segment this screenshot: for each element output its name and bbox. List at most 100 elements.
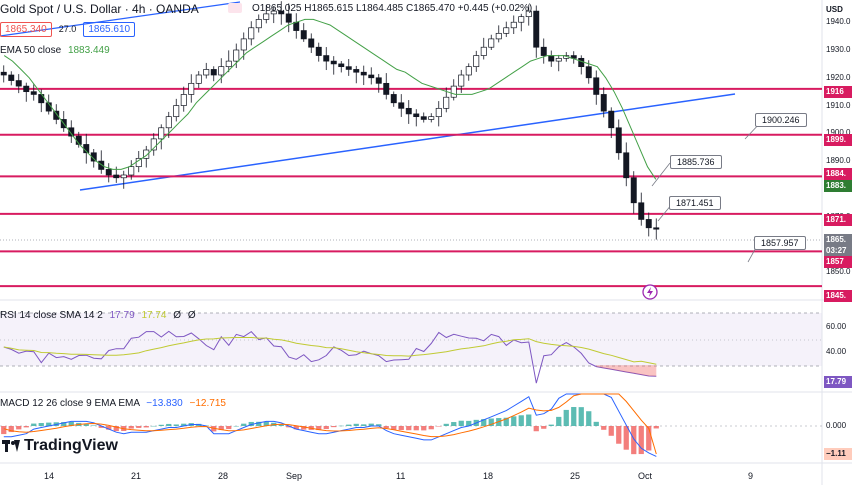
candle-body [225,60,232,68]
annotation-1885[interactable]: 1885.736 [670,155,722,169]
rsi-oversold-fill [596,365,657,377]
buy-button[interactable]: 1865.610 [83,22,136,37]
macd-histogram-bar [398,426,404,431]
candle-body [645,219,652,229]
macd-histogram-bar [361,424,367,426]
macd-histogram-bar [631,426,637,455]
candle-body [480,46,487,56]
macd-histogram-bar [541,426,547,429]
trendline-lower[interactable] [79,93,736,191]
macd-histogram-bar [46,422,52,426]
candle-body [203,69,210,76]
macd-histogram-bar [653,426,659,429]
price-tag: 1865. [824,234,852,246]
candle-body [105,169,112,176]
annotation-1857[interactable]: 1857.957 [754,236,806,250]
candle-body [345,66,352,70]
rsi-legend[interactable]: RSI 14 close SMA 14 2 17.79 17.74 Ø Ø [0,310,196,321]
ema-legend[interactable]: EMA 50 close 1883.449 [0,45,110,56]
price-axis-label: 1900.0 [826,128,851,138]
macd-histogram-bar [173,424,179,426]
price-axis-label: 1930.0 [826,45,851,54]
tradingview-logo-text: TradingView [24,437,118,454]
macd-histogram-bar [518,415,524,426]
candle-body [585,66,592,79]
macd-legend[interactable]: MACD 12 26 close 9 EMA EMA −13.830 −12.7… [0,398,226,409]
annotation-1900[interactable]: 1900.246 [755,113,807,127]
macd-histogram-bar [233,425,239,427]
candle-body [255,19,262,29]
tradingview-logo[interactable]: TradingView [2,437,118,455]
macd-histogram-bar [143,426,149,428]
symbol-legend[interactable]: Gold Spot / U.S. Dollar · 4h · OANDA [0,2,199,16]
rsi-band-fill [0,313,822,366]
macd-histogram-bar [586,411,592,426]
macd-histogram-bar [556,416,562,426]
price-tag: 1916 [824,86,852,98]
price-tag: 1871. [824,214,852,226]
time-label-25: 25 [570,471,581,481]
rsi-axis-40: 40.00 [826,347,847,356]
price-tag: 1845. [824,290,852,302]
ema-50-line [3,18,657,180]
symbol-title: Gold Spot / U.S. Dollar · 4h · OANDA [0,2,199,16]
macd-histogram-bar [263,421,269,426]
macd-histogram-bar [136,426,142,428]
candle-body [473,55,480,68]
sell-button[interactable]: 1865.340 [0,22,52,37]
candle-body [630,177,637,204]
trendline-upper[interactable] [0,1,241,37]
candle-body [195,74,202,84]
candle-body [368,74,375,79]
rsi-axis-60: 60.00 [826,322,847,331]
macd-histogram-bar [1,426,7,435]
tradingview-logo-icon [2,440,20,452]
macd-histogram-bar [623,426,629,450]
macd-histogram-bar [646,426,652,451]
macd-axis-zero: 0.000 [826,421,847,430]
time-label-9: 9 [748,471,754,481]
candle-body [188,82,195,95]
annotation-1871[interactable]: 1871.451 [669,196,721,210]
candle-body [0,71,7,76]
macd-histogram-bar [601,426,607,430]
price-tag: 1857 [824,256,852,268]
price-axis-label: 1910.0 [826,100,851,110]
candle-body [623,152,630,179]
time-label-11: 11 [396,471,406,481]
rsi-extra-2: Ø [187,310,196,321]
legend-toggle-icon[interactable] [228,3,242,13]
spread-value: 27.0 [58,24,77,34]
candle-body [210,69,217,76]
macd-histogram-bar [466,420,472,426]
candle-body [143,149,150,159]
macd-histogram-bar [293,426,299,430]
time-label-18: 18 [483,471,494,481]
macd-histogram-bar [376,424,382,426]
macd-histogram-bar [113,426,119,432]
candle-body [218,66,225,76]
macd-histogram-bar [353,423,359,426]
candle-body [30,91,37,95]
macd-histogram-bar [16,426,22,430]
candle-body [525,10,532,18]
macd-histogram-bar [338,425,344,427]
candle-body [293,21,300,31]
macd-histogram-bar [323,426,329,430]
price-axis-label: 1890.0 [826,156,851,166]
candle-body [495,32,502,40]
time-label-sep: Sep [286,471,303,481]
candle-body [330,60,337,65]
candle-body [428,116,435,120]
candle-body [375,77,382,84]
macd-histogram-bar [608,426,614,436]
candle-body [548,55,555,62]
macd-histogram-bar [83,423,89,426]
macd-line [3,393,657,457]
macd-histogram-bar [316,426,322,431]
macd-histogram-bar [458,420,464,426]
time-label-28: 28 [218,471,229,481]
candle-body [600,94,607,112]
